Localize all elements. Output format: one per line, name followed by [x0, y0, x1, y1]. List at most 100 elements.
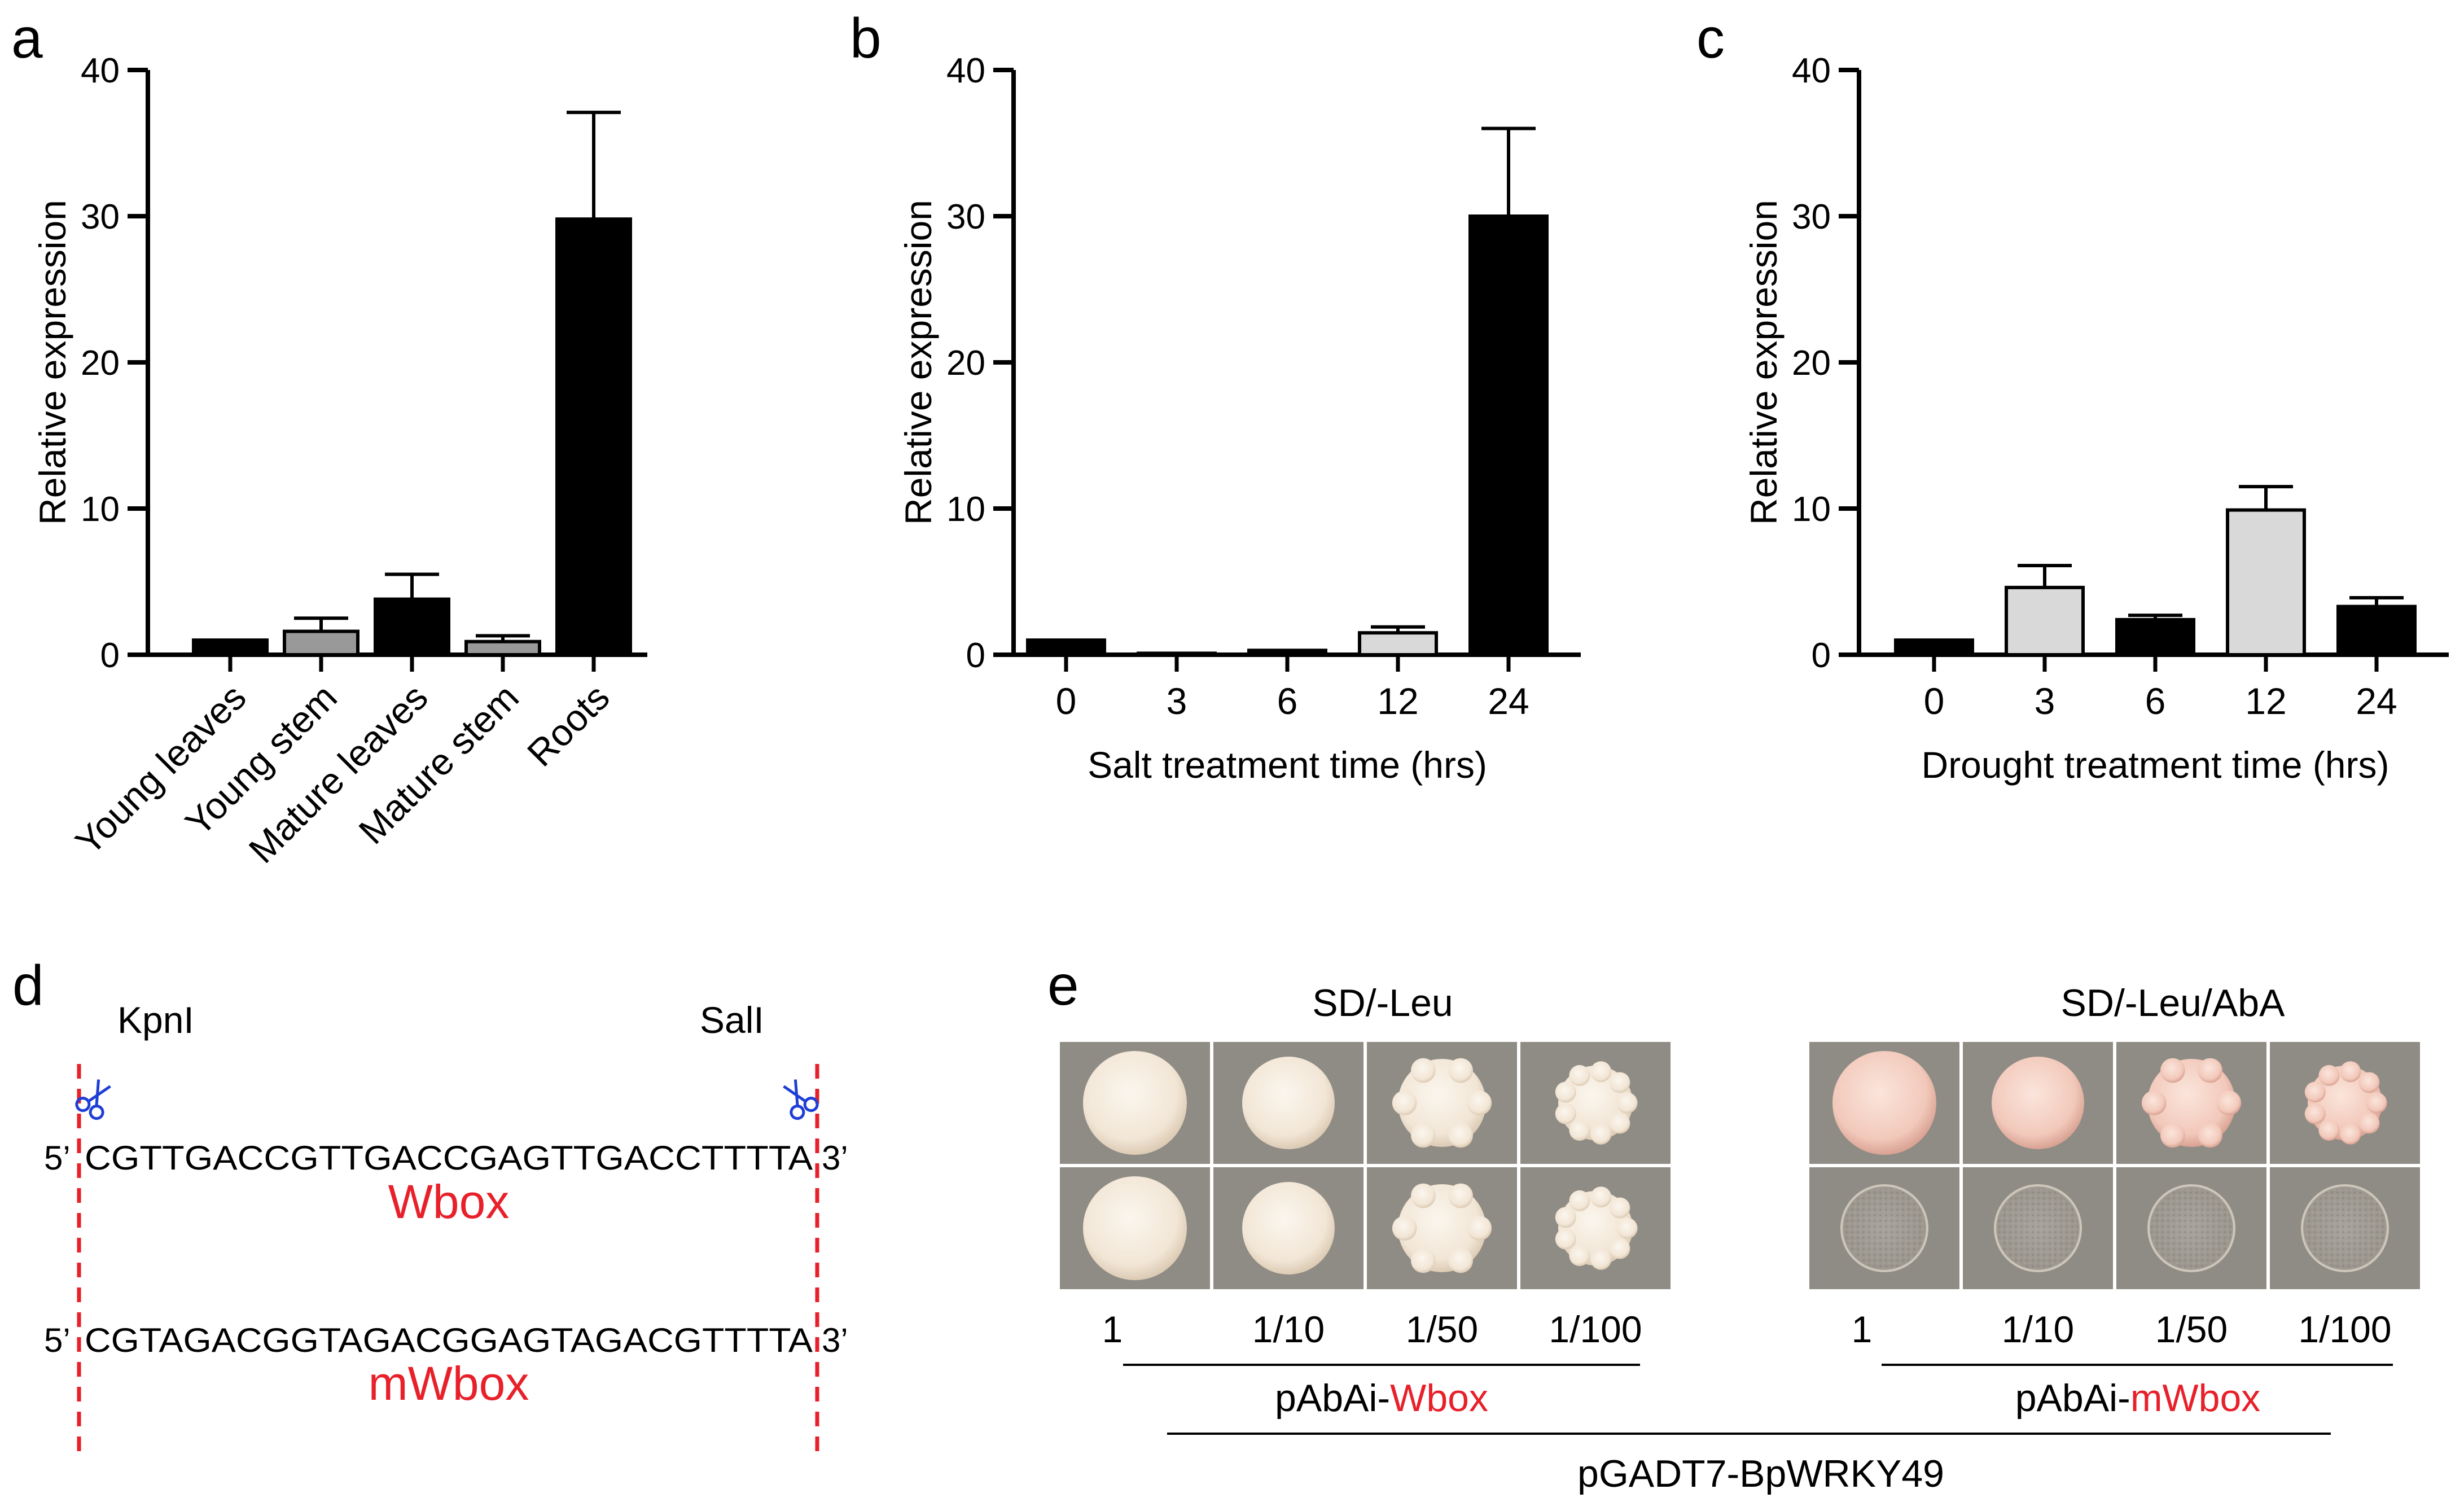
yeast-colony-lobe: [1590, 1061, 1612, 1083]
x-tick-label-b: 3: [1167, 680, 1187, 722]
construct-label-mwbox: pAbAi-mWbox: [2015, 1377, 2261, 1420]
yeast-colony-lobe: [2141, 1090, 2167, 1115]
panel-label-a: a: [11, 7, 43, 70]
yeast-colony-lobe: [2318, 1120, 2340, 1141]
bar-c: [2336, 605, 2417, 657]
plate-header-sd-leu-aba: SD/-Leu/AbA: [2061, 982, 2286, 1024]
yeast-colony-lobe: [1616, 1217, 1638, 1239]
yeast-colony-lobe: [2318, 1065, 2340, 1086]
x-tick-label-b: 12: [1377, 680, 1418, 722]
y-tick-label-a: 0: [100, 636, 120, 675]
scissors-icon: [783, 1079, 819, 1120]
yeast-colony-lobe: [1411, 1058, 1436, 1083]
yeast-colony: [1832, 1051, 1936, 1155]
panel-label-c: c: [1696, 7, 1725, 70]
panel-label-b: b: [850, 7, 882, 70]
x-tick-label-c: 24: [2356, 680, 2397, 722]
wbox-sequence: CGTTGACCGTTGACCGAGTTGACCTTTTA: [85, 1139, 813, 1177]
bar-c: [2115, 617, 2195, 656]
yeast-colony-lobe: [2304, 1081, 2326, 1103]
yeast-colony: [1083, 1176, 1187, 1280]
dilution-label: 1/10: [1252, 1308, 1325, 1350]
bar-a: [283, 629, 359, 657]
empty-spot-texture: [1844, 1188, 1925, 1269]
bar-c: [1894, 638, 1974, 656]
yeast-colony-lobe: [2216, 1090, 2242, 1115]
yeast-colony: [1083, 1051, 1187, 1155]
yeast-colony-lobe: [1555, 1207, 1576, 1228]
yeast-colony-lobe: [2198, 1123, 2222, 1148]
scissors-icon: [75, 1079, 111, 1120]
mwbox-label: mWbox: [369, 1357, 529, 1410]
y-tick-label-c: 10: [1792, 490, 1831, 529]
y-tick-label-b: 10: [946, 490, 985, 529]
mwbox-sequence-3prime: 3’: [822, 1321, 848, 1359]
y-tick-label-b: 20: [946, 344, 985, 383]
yeast-colony-lobe: [1609, 1072, 1630, 1093]
yeast-colony-lobe: [1411, 1248, 1436, 1273]
yeast-colony-lobe: [2358, 1113, 2380, 1134]
wbox-label: Wbox: [388, 1175, 510, 1228]
y-tick-label-a: 40: [81, 51, 120, 90]
bar-a: [464, 640, 541, 656]
y-tick-label-c: 0: [1812, 636, 1831, 675]
yeast-colony-lobe: [1609, 1113, 1630, 1134]
yeast-colony-lobe: [1569, 1120, 1590, 1141]
wbox-sequence-3prime: 3’: [822, 1139, 848, 1177]
yeast-colony-lobe: [1616, 1092, 1638, 1114]
bar-b: [1468, 214, 1549, 656]
dilution-label: 1/10: [2002, 1308, 2074, 1350]
y-tick-label-a: 20: [81, 344, 120, 383]
x-axis-label-b: Salt treatment time (hrs): [1088, 744, 1487, 786]
yeast-colony-lobe: [1569, 1245, 1590, 1267]
x-tick-label-c: 0: [1924, 680, 1945, 722]
dilution-labels-left: 1 1/10 1/50 1/100: [1102, 1308, 1642, 1350]
yeast-colony-lobe: [1590, 1186, 1612, 1208]
restriction-site-left: KpnI: [117, 999, 194, 1041]
yeast-colony-lobe: [1467, 1216, 1492, 1241]
yeast-colony-lobe: [1555, 1103, 1576, 1124]
yeast-colony-lobe: [2160, 1123, 2185, 1148]
yeast-colony-lobe: [1392, 1216, 1417, 1241]
yeast-colony-lobe: [1569, 1065, 1590, 1086]
dilution-label: 1: [1102, 1308, 1123, 1350]
y-axis-label-c: Relative expression: [1743, 200, 1785, 525]
yeast-colony: [1242, 1182, 1335, 1275]
chart-c-drought-expression: 0 10 20 30 40 Relative expression 0 3 6 12 24 Droug…: [1743, 51, 2449, 786]
yeast-colony-lobe: [1448, 1058, 1473, 1083]
bar-c: [2226, 508, 2306, 657]
yeast-colony-lobe: [1448, 1248, 1473, 1273]
x-tick-label-c: 3: [2035, 680, 2055, 722]
yeast-colony-lobe: [1609, 1238, 1630, 1259]
yeast-colony: [1992, 1057, 2084, 1149]
wbox-sequence-5prime: 5’: [44, 1139, 71, 1177]
bar-b: [1026, 638, 1106, 656]
panel-label-e: e: [1047, 954, 1079, 1017]
plate-images: [1060, 1042, 2420, 1289]
empty-spot-texture: [1997, 1188, 2079, 1269]
y-axis-label-a: Relative expression: [32, 200, 73, 525]
bar-a: [374, 597, 450, 656]
dilution-labels-right: 1 1/10 1/50 1/100: [1852, 1308, 2392, 1350]
y-tick-label-b: 0: [966, 636, 985, 675]
x-tick-label-b: 0: [1056, 680, 1077, 722]
yeast-colony-lobe: [2160, 1058, 2185, 1083]
yeast-colony-lobe: [1411, 1123, 1436, 1148]
y-tick-label-b: 40: [946, 51, 985, 90]
chart-b-salt-expression: 0 10 20 30 40 Relative expression 0 3 6 12 24Salt …: [897, 51, 1581, 786]
panel-d-sequences: KpnI SalI 5’ CGTTGACCGTTGACCGAGTTGACCTTT…: [44, 999, 848, 1456]
dilution-label: 1/100: [2298, 1308, 2391, 1350]
x-tick-label-c: 6: [2145, 680, 2166, 722]
dilution-label: 1: [1852, 1308, 1873, 1350]
y-tick-label-a: 30: [81, 198, 120, 236]
y-tick-label-a: 10: [81, 490, 120, 529]
yeast-colony-lobe: [1555, 1081, 1576, 1103]
y-axis-label-b: Relative expression: [897, 200, 939, 525]
yeast-colony-lobe: [2198, 1058, 2222, 1083]
x-tick-label-c: 12: [2245, 680, 2286, 722]
yeast-colony-lobe: [2358, 1072, 2380, 1093]
yeast-colony-lobe: [1590, 1249, 1612, 1270]
mwbox-sequence-5prime: 5’: [44, 1321, 71, 1359]
mwbox-sequence: CGTAGACGGTAGACGGAGTAGACGTTTTA: [85, 1321, 813, 1359]
